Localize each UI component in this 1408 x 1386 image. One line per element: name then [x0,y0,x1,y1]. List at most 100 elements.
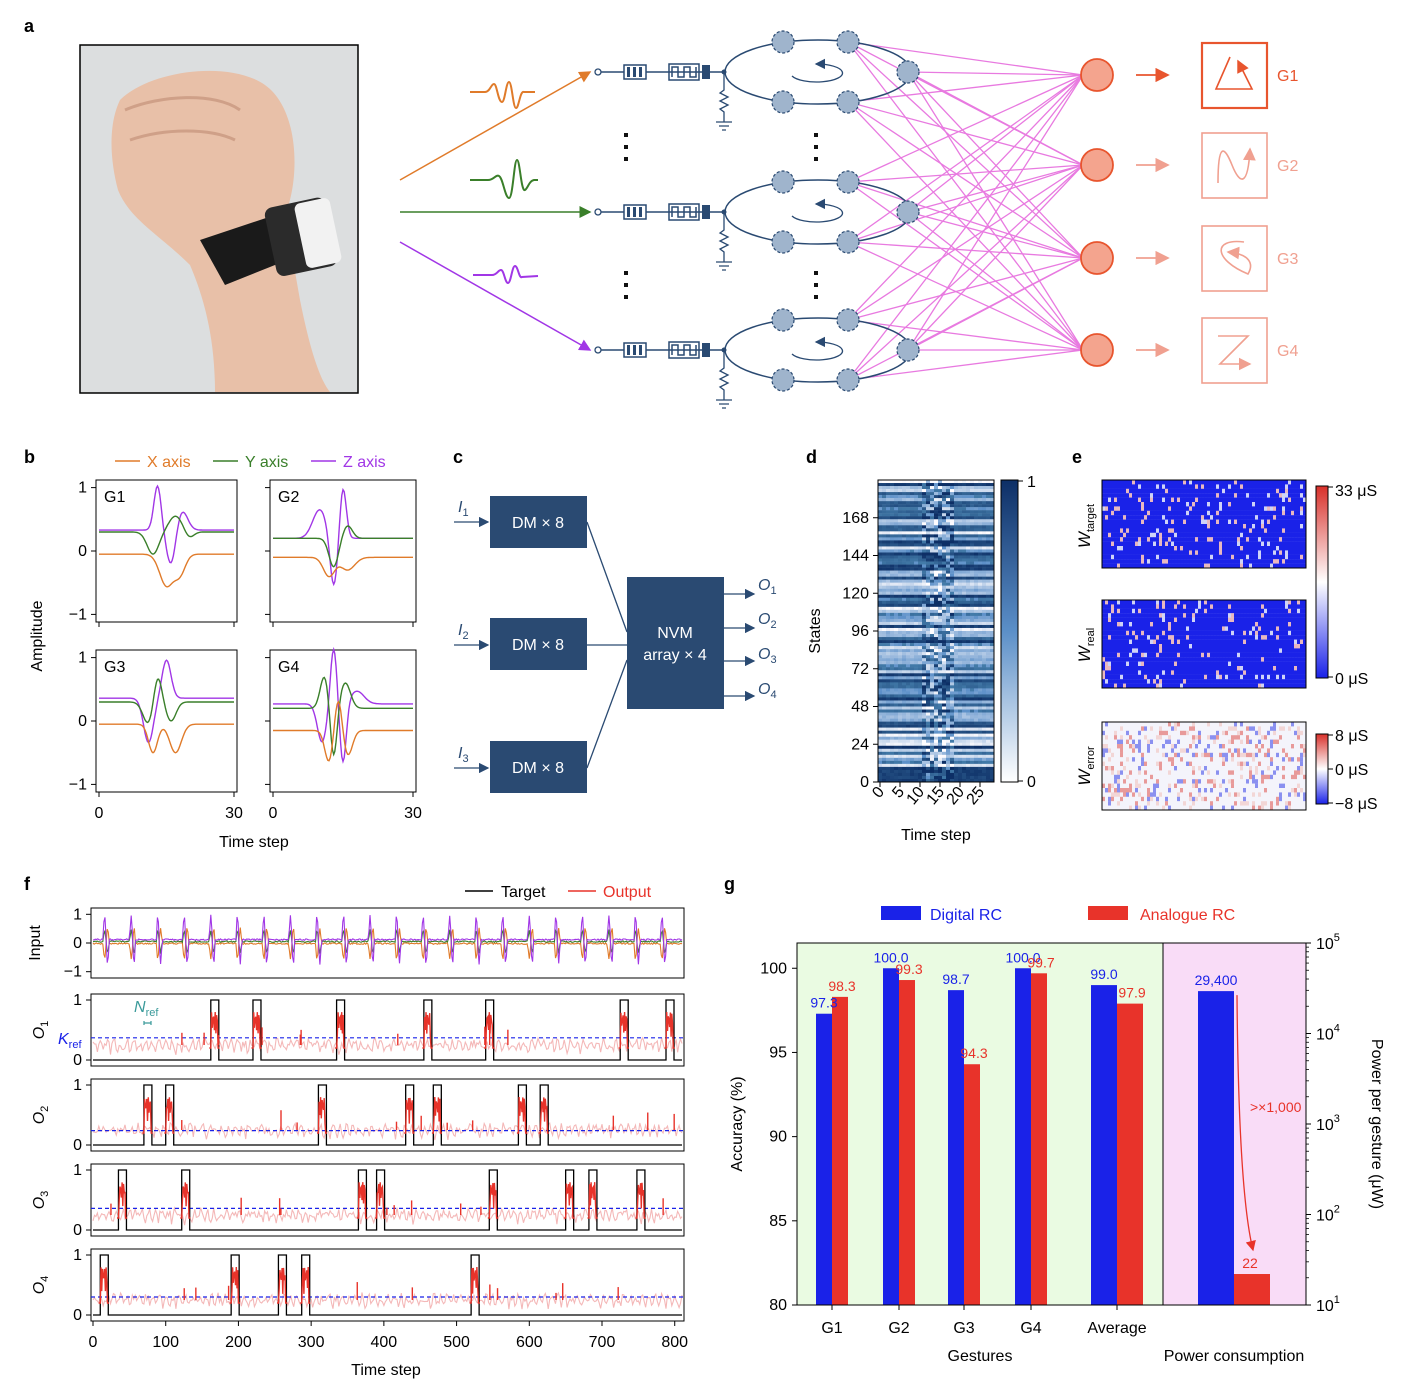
w-error-heatmap [1102,722,1307,811]
power-plot-area [1163,943,1306,1305]
b-ytick-label: 1 [78,480,87,497]
legend-x: X axis [147,454,191,471]
gesture-label-1: G1 [1277,68,1298,85]
b-xtick-label: 0 [269,805,278,822]
value-label-digital: 100.0 [1005,949,1040,965]
nvm-label-2: array × 4 [643,647,707,664]
b-ylabel: Amplitude [29,600,46,671]
output-node-4 [1080,333,1114,367]
g-rtick-label: 103 [1316,1113,1340,1134]
g-rtick-label: 104 [1316,1023,1340,1044]
panel-label-c: c [453,447,463,467]
e-colorbar-1 [1315,485,1329,679]
f-xtick-label: 400 [371,1334,398,1351]
d-xtick-label: 0 [869,784,888,802]
virtual-node [771,230,795,254]
d-xtick-label: 25 [964,784,989,809]
output-spike [516,1096,528,1134]
panel-a: G1 G2 G3 G4 [79,30,1298,409]
y-axis-trace [273,525,413,568]
output-spike [664,1011,675,1049]
f-ytick-label: 0 [73,1137,82,1154]
gesture-label-2: G2 [1277,158,1298,175]
bar-digital-g2 [883,968,899,1305]
panel-g: Digital RC Analogue RC 97.398.3G1100.099… [729,906,1385,1365]
output-spike [484,1012,495,1049]
w-real-label: Wreal [1075,628,1097,662]
panel-f: Target Output 10−1Input10O1KrefNref10O21… [27,884,688,1379]
g-ytick-label: 80 [769,1297,787,1314]
g-xlabel-right: Power consumption [1164,1348,1305,1365]
b-ytick-label: 0 [78,713,87,730]
bar-power-digital [1198,991,1234,1305]
panel-label-d: d [806,447,817,467]
g-ylabel: Accuracy (%) [729,1076,746,1171]
f-ytick-label: 0 [73,1052,82,1069]
bar-analogue-average [1117,1003,1143,1305]
d-colorbar [1000,479,1019,783]
value-label-analogue: 94.3 [960,1045,987,1061]
output-node-2 [1080,148,1114,182]
bar-analogue-g3 [964,1064,980,1305]
y-axis-trace [99,515,234,555]
value-label-analogue: 99.7 [1027,954,1054,970]
legend-b: X axis Y axis Z axis [115,454,386,471]
value-label-analogue: 97.9 [1118,985,1145,1001]
f-xtick-label: 0 [89,1334,98,1351]
y-wave-icon [470,158,538,200]
d-xlabel: Time step [901,827,971,844]
y-axis-trace [99,678,234,724]
g-xtick-label: G2 [888,1320,909,1337]
bar-analogue-g4 [1031,973,1047,1305]
memristor-box [668,203,700,221]
virtual-node [771,30,795,54]
d-ytick-label: 72 [851,661,869,678]
b-ytick-label: 0 [78,543,87,560]
d-ytick-label: 24 [851,736,869,753]
f-ytick-label: 1 [73,1247,82,1264]
bar-digital-g3 [948,990,964,1305]
g-rtick-label: 105 [1316,932,1340,953]
output-spike [317,1097,328,1134]
g-ytick-label: 85 [769,1213,787,1230]
k-ref-label: Kref [58,1031,82,1051]
x-axis-trace [273,556,413,578]
reservoir-ring [724,179,912,245]
d-ytick-label: 0 [860,774,869,791]
z-axis-trace [99,659,234,744]
target-trace [93,999,682,1061]
e-cbar1-max: 33 μS [1335,483,1377,500]
b-subplot-1: G1 1 0 −1 [69,479,238,627]
f-ytick-label: 1 [73,992,82,1009]
output-background-trace [92,1036,683,1056]
x-input-arrow [399,71,592,181]
w-real-heatmap [1102,600,1307,689]
target-trace [93,1084,682,1146]
f-xlabel: Time step [351,1362,421,1379]
reservoir-ring [724,317,912,383]
g-ytick-label: 90 [769,1129,787,1146]
b-xtick-label: 0 [95,805,104,822]
f-xtick-label: 700 [589,1334,616,1351]
b-frame [95,649,238,793]
reservoir-2 [594,170,920,271]
legend-z: Z axis [343,454,386,471]
f-row-4: 1 0 O4 [31,1247,685,1324]
dm-block-2 [490,618,587,670]
b-frame [269,649,417,793]
bar-analogue-g2 [899,980,915,1305]
output-spike [431,1096,442,1134]
f-row-label-o3: O3 [31,1191,51,1210]
gesture-label-3: G3 [1277,251,1298,268]
output-spike [180,1182,191,1219]
memristor-box [668,63,700,81]
f-row-3: 1 0 O3 [31,1162,685,1239]
z-axis-trace [273,646,413,764]
f-row-label-input: Input [27,925,44,961]
w-target-label: Wtarget [1075,504,1097,548]
rotation-arrow-icon [791,58,844,83]
virtual-node [836,368,860,392]
power-label-digital: 29,400 [1195,972,1238,988]
value-label-analogue: 98.3 [828,978,855,994]
b-frame [269,479,417,623]
